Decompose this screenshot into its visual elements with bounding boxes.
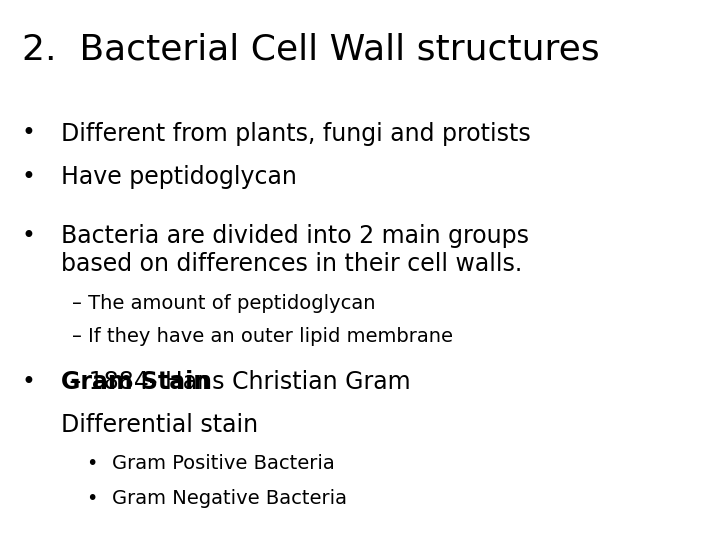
Text: Gram Stain: Gram Stain (61, 370, 210, 394)
Text: – If they have an outer lipid membrane: – If they have an outer lipid membrane (72, 327, 453, 346)
Text: Gram Positive Bacteria: Gram Positive Bacteria (112, 454, 334, 472)
Text: •: • (86, 489, 98, 508)
Text: •: • (22, 370, 35, 394)
Text: •: • (22, 165, 35, 188)
Text: Gram Negative Bacteria: Gram Negative Bacteria (112, 489, 346, 508)
Text: 2.  Bacterial Cell Wall structures: 2. Bacterial Cell Wall structures (22, 32, 599, 66)
Text: •: • (86, 454, 98, 472)
Text: Differential stain: Differential stain (61, 413, 258, 437)
Text: Different from plants, fungi and protists: Different from plants, fungi and protist… (61, 122, 531, 145)
Text: – The amount of peptidoglycan: – The amount of peptidoglycan (72, 294, 376, 313)
Text: •: • (22, 224, 35, 248)
Text: Have peptidoglycan: Have peptidoglycan (61, 165, 297, 188)
Text: •: • (22, 122, 35, 145)
Text: – 1884- Hans Christian Gram: – 1884- Hans Christian Gram (63, 370, 411, 394)
Text: Bacteria are divided into 2 main groups
based on differences in their cell walls: Bacteria are divided into 2 main groups … (61, 224, 529, 276)
